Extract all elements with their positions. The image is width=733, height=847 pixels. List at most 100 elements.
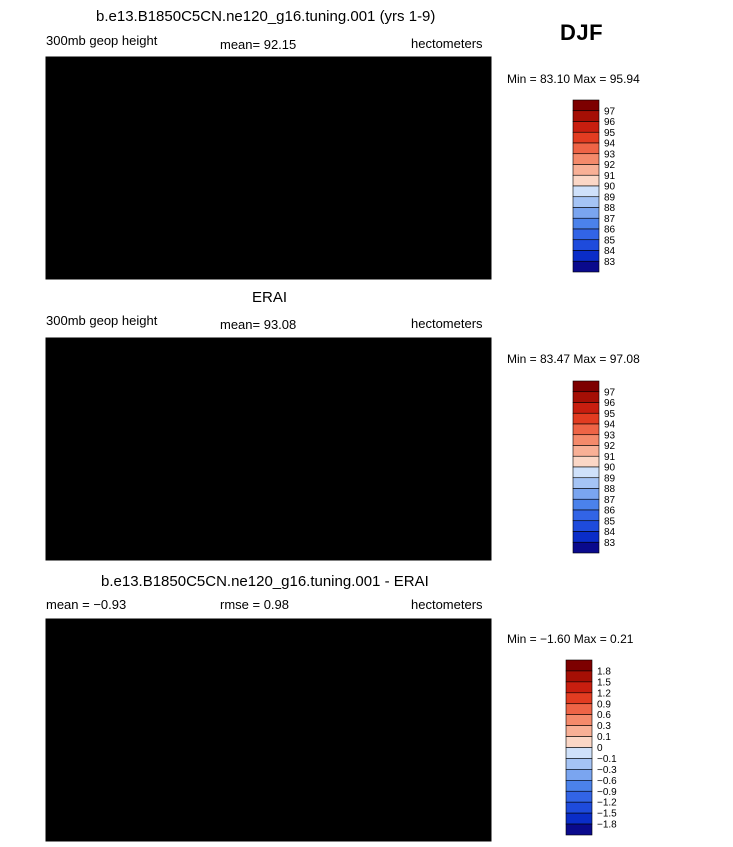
colorbar-cell	[572, 99, 600, 112]
panel-1-map	[45, 56, 492, 280]
coastlines	[46, 626, 491, 832]
colorbar-label: 85	[604, 235, 616, 246]
panel2-title: ERAI	[252, 289, 288, 306]
colorbar-label: 90	[604, 463, 616, 474]
colorbar-label: 84	[604, 527, 616, 538]
coastlines	[46, 64, 491, 270]
colorbar-label: 97	[604, 387, 616, 398]
colorbar-cell	[572, 131, 600, 144]
colorbar-cell	[565, 714, 593, 726]
colorbar-label: 92	[604, 441, 616, 452]
colorbar-label: 90	[604, 182, 616, 193]
panel3-mean: mean = −0.93	[46, 597, 127, 612]
colorbar-label: 89	[604, 473, 616, 484]
colorbar-label: 94	[604, 420, 616, 431]
panel3-rmse: rmse = 0.98	[220, 597, 290, 612]
colorbar-cell	[572, 412, 600, 425]
colorbar-label: 94	[604, 139, 616, 150]
colorbar-cell	[572, 164, 600, 176]
colorbar-cell	[565, 823, 593, 836]
colorbar-label: 87	[604, 495, 616, 506]
colorbar-label: −0.6	[597, 776, 617, 787]
colorbar-cell	[572, 391, 600, 403]
colorbar-cell	[572, 509, 600, 522]
colorbar-label: 1.2	[597, 688, 611, 699]
colorbar-label: 0.6	[597, 710, 611, 721]
colorbar-label: −1.8	[597, 820, 617, 831]
panel1-minmax: Min = 83.10 Max = 95.94	[507, 72, 640, 86]
colorbar-label: −0.1	[597, 754, 617, 765]
colorbar-cell	[572, 445, 600, 457]
colorbar-cell	[565, 780, 593, 792]
colorbar-cell	[572, 239, 600, 251]
colorbar-cell	[565, 736, 593, 748]
colorbar-cell	[572, 110, 600, 122]
colorbar-cell	[572, 455, 600, 468]
panel1-mean: mean= 92.15	[220, 37, 297, 52]
colorbar-label: 95	[604, 409, 616, 420]
map-frame	[45, 618, 492, 842]
colorbar-cell	[572, 488, 600, 500]
colorbar-label: 0.1	[597, 732, 611, 743]
panel3-units: hectometers	[411, 597, 483, 612]
colorbar-cell	[572, 185, 600, 198]
colorbar-label: 84	[604, 246, 616, 257]
colorbar-cell	[565, 801, 593, 814]
season-label: DJF	[560, 20, 604, 45]
colorbar-label: 92	[604, 160, 616, 171]
colorbar-cell	[572, 434, 600, 446]
colorbar-cell	[565, 703, 593, 715]
colorbar-label: −0.9	[597, 787, 617, 798]
colorbar-cell	[572, 541, 600, 554]
colorbar-cell	[565, 758, 593, 770]
colorbar-label: 85	[604, 516, 616, 527]
colorbar-label: 0	[597, 743, 603, 754]
colorbar-cell	[572, 477, 600, 489]
colorbar-label: 87	[604, 214, 616, 225]
panel1-variable: 300mb geop height	[46, 33, 158, 48]
colorbar-cell	[565, 790, 593, 803]
panel3-title: b.e13.B1850C5CN.ne120_g16.tuning.001 - E…	[101, 573, 429, 590]
colorbar-label: 93	[604, 149, 616, 160]
colorbar-cell	[565, 725, 593, 737]
colorbar-label: −1.5	[597, 809, 617, 820]
colorbar-cell	[565, 747, 593, 759]
colorbar-label: 96	[604, 398, 616, 409]
colorbar-3: 1.81.51.20.90.60.30.10−0.1−0.3−0.6−0.9−1…	[565, 659, 617, 836]
panel2-minmax: Min = 83.47 Max = 97.08	[507, 352, 640, 366]
colorbar-label: 1.8	[597, 666, 611, 677]
colorbar-cell	[572, 423, 600, 436]
colorbar-label: 0.3	[597, 721, 611, 732]
colorbar-cell	[572, 142, 600, 155]
colorbar-cell	[572, 380, 600, 393]
colorbar-cell	[572, 217, 600, 230]
map-frame	[45, 56, 492, 280]
colorbar-cell	[565, 670, 593, 683]
colorbar-label: 89	[604, 192, 616, 203]
colorbar-label: −0.3	[597, 765, 617, 776]
panel-3-map	[45, 618, 492, 842]
colorbar-label: 0.9	[597, 699, 611, 710]
colorbar-label: 95	[604, 128, 616, 139]
colorbar-cell	[565, 692, 593, 705]
colorbar-cell	[572, 174, 600, 187]
colorbar-label: −1.2	[597, 798, 617, 809]
colorbar-cell	[565, 681, 593, 694]
panel2-units: hectometers	[411, 316, 483, 331]
colorbar-cell	[572, 260, 600, 273]
colorbar-label: 88	[604, 203, 616, 214]
colorbar-label: 96	[604, 117, 616, 128]
panel2-variable: 300mb geop height	[46, 313, 158, 328]
colorbar-cell	[572, 207, 600, 219]
colorbar-cell	[572, 153, 600, 165]
colorbar-cell	[572, 121, 600, 133]
colorbar-label: 83	[604, 538, 616, 549]
panel-2-map	[45, 337, 492, 561]
colorbar-cell	[565, 812, 593, 825]
colorbar-cell	[565, 659, 593, 672]
colorbar-label: 91	[604, 452, 616, 463]
colorbar-cell	[565, 769, 593, 781]
